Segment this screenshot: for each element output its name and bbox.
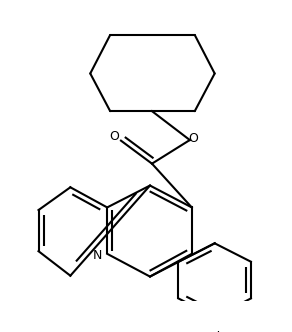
Text: O: O [110,130,119,143]
Text: Cl: Cl [208,331,221,332]
Text: N: N [92,249,102,262]
Text: O: O [188,132,198,145]
